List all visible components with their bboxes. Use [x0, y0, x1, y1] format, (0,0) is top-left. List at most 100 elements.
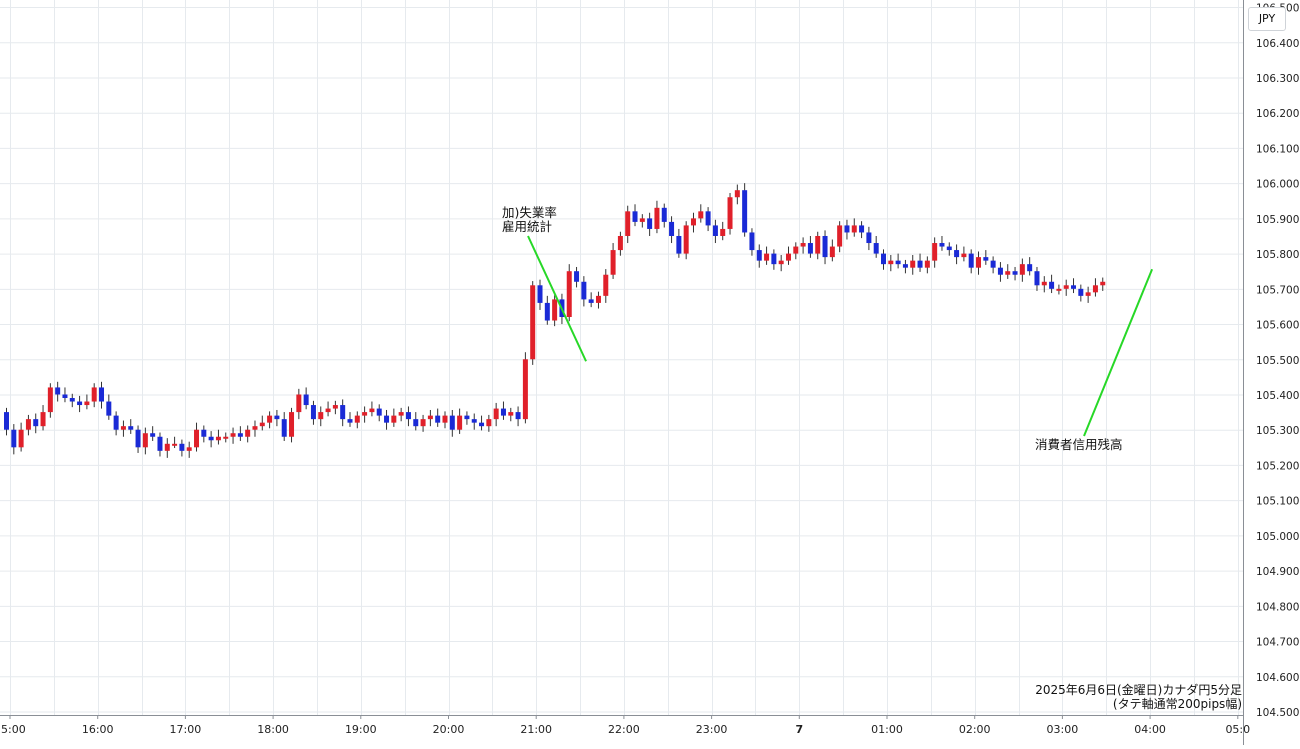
candle-up: [698, 211, 704, 219]
candle-down: [574, 271, 580, 282]
candle-up: [734, 190, 740, 198]
y-tick-label: 104.500: [1256, 707, 1299, 719]
x-tick-label: 22:00: [608, 723, 640, 736]
candle-up: [120, 426, 126, 430]
candle-down: [449, 415, 455, 430]
candle-up: [778, 260, 784, 265]
candle-up: [398, 412, 404, 416]
candle-up: [793, 246, 799, 254]
candle-down: [310, 405, 316, 420]
candle-down: [303, 394, 309, 406]
candle-down: [128, 426, 134, 430]
candle-down: [676, 235, 682, 254]
candle-up: [493, 408, 499, 420]
candle-up: [851, 225, 857, 233]
x-tick-label: 23:00: [696, 723, 728, 736]
candle-down: [500, 408, 506, 416]
y-tick-label: 104.900: [1256, 566, 1299, 578]
candle-down: [946, 246, 952, 251]
annotation-line-1: 加)失業率: [502, 205, 557, 220]
candle-down: [661, 207, 667, 222]
candle-up: [215, 436, 221, 441]
candle-up: [924, 260, 930, 268]
candle-up: [142, 433, 148, 448]
candle-down: [844, 225, 850, 233]
candle-down: [1071, 285, 1077, 289]
candle-up: [84, 401, 90, 406]
candle-down: [201, 429, 207, 437]
candle-up: [91, 387, 97, 402]
candle-down: [464, 415, 470, 420]
candle-down: [983, 257, 989, 261]
candle-up: [654, 207, 660, 229]
annotation-label-employment: 加)失業率 雇用統計: [502, 206, 557, 234]
annotation-pointer: [527, 235, 587, 362]
candle-up: [683, 225, 689, 254]
candle-down: [954, 250, 960, 258]
candle-down: [712, 225, 718, 236]
candle-up: [318, 412, 324, 420]
candle-down: [33, 419, 39, 427]
y-tick-label: 105.500: [1256, 355, 1299, 367]
candle-up: [325, 408, 331, 413]
annotation-pointer: [1083, 268, 1154, 437]
candle-down: [150, 433, 156, 437]
candle-up: [164, 443, 170, 451]
candle-up: [40, 412, 46, 427]
candle-up: [1085, 292, 1091, 296]
candle-down: [873, 243, 879, 254]
x-tick-label: 7: [795, 723, 803, 736]
x-tick-label: 01:00: [871, 723, 903, 736]
y-tick-label: 105.100: [1256, 496, 1299, 508]
y-tick-label: 104.600: [1256, 672, 1299, 684]
y-tick-label: 106.100: [1256, 143, 1299, 155]
candle-down: [1012, 271, 1018, 275]
candle-up: [486, 419, 492, 427]
candle-down: [1078, 288, 1084, 296]
y-tick-label: 105.900: [1256, 214, 1299, 226]
candle-up: [566, 271, 572, 317]
x-tick-label: 19:00: [345, 723, 377, 736]
candle-up: [639, 218, 645, 222]
chart-caption: 2025年6月6日(金曜日)カナダ円5分足: [1035, 683, 1242, 697]
candle-down: [968, 253, 974, 268]
candle-up: [252, 426, 258, 430]
candle-down: [340, 405, 346, 420]
candle-down: [1034, 271, 1040, 286]
candle-up: [391, 415, 397, 423]
candle-down: [479, 422, 485, 427]
candle-down: [917, 260, 923, 268]
candle-down: [157, 436, 163, 451]
candle-up: [595, 295, 601, 303]
candle-up: [289, 412, 295, 437]
candle-up: [617, 235, 623, 251]
x-tick-label: 17:00: [170, 723, 202, 736]
candle-down: [1049, 281, 1055, 289]
candle-up: [427, 415, 433, 420]
candle-down: [990, 260, 996, 268]
candle-up: [1056, 288, 1062, 291]
currency-label[interactable]: JPY: [1248, 7, 1286, 31]
candle-up: [259, 422, 265, 427]
candle-up: [976, 257, 982, 268]
candle-up: [362, 412, 368, 416]
candle-up: [1005, 271, 1011, 275]
x-tick-label: 02:00: [959, 723, 991, 736]
annotation-line-1: 消費者信用残高: [1035, 437, 1123, 452]
y-tick-label: 105.600: [1256, 320, 1299, 332]
y-tick-label: 106.000: [1256, 179, 1299, 191]
candle-up: [530, 285, 536, 360]
candle-up: [267, 415, 273, 423]
candle-up: [442, 415, 448, 423]
candle-down: [208, 436, 214, 441]
y-tick-label: 105.800: [1256, 249, 1299, 261]
candle-up: [888, 260, 894, 265]
candle-down: [902, 264, 908, 268]
candle-down: [274, 415, 280, 420]
candle-down: [822, 235, 828, 258]
candle-down: [55, 387, 61, 395]
candle-down: [113, 415, 119, 430]
candle-up: [800, 243, 806, 247]
